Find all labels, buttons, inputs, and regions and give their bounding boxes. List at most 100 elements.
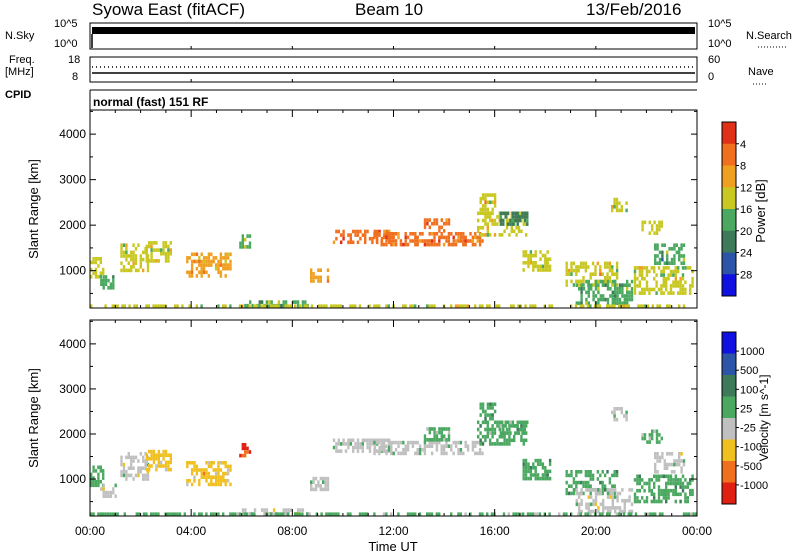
power-cell [104,304,107,308]
velocity-cell [102,469,105,473]
velocity-cell [662,474,665,479]
power-cell [523,215,527,219]
velocity-cell [284,508,288,512]
power-cell [618,290,622,295]
power-cell [666,254,669,258]
power-cell [120,250,123,255]
velocity-cell [368,438,372,443]
power-cell [310,268,313,272]
velocity-cell [253,512,256,516]
velocity-cell [499,424,503,428]
velocity-cell [99,465,102,470]
velocity-cell [277,512,280,516]
power-cell [650,266,653,270]
velocity-cell [454,440,458,445]
velocity-cell [669,488,673,493]
power-cell [673,257,676,262]
velocity-cell [142,473,145,478]
velocity-cell [246,450,249,454]
power-cell [517,304,520,308]
power-cell [582,265,585,269]
power-cell [150,251,153,256]
power-cell [594,304,597,308]
velocity-cell [636,499,639,504]
power-cell [387,235,391,240]
velocity-cell [479,424,482,428]
power-cell [484,218,487,223]
power-cell [349,240,352,245]
power-cell [380,242,383,247]
velocity-cell [471,440,475,445]
power-cell [262,304,266,308]
velocity-cell [406,512,410,516]
power-cell [198,270,201,275]
velocity-cell [585,502,588,507]
power-cell [495,304,498,308]
velocity-cell [636,474,639,479]
velocity-cell [210,475,213,479]
velocity-cell [474,440,477,445]
velocity-cell [587,509,590,514]
velocity-cell [682,512,686,516]
velocity-cell [522,512,525,516]
power-cell [132,250,135,255]
velocity-cell [621,488,624,492]
power-cell [486,233,489,237]
power-cell [162,251,165,256]
power-cell [447,235,451,240]
power-cell [681,287,685,292]
velocity-cell [645,496,649,500]
velocity-cell [484,438,487,443]
velocity-echo-region [373,440,484,456]
power-cell [270,304,273,308]
power-cell [544,268,547,272]
power-cell [442,235,446,240]
power-cell [188,304,191,308]
velocity-cell [579,512,582,516]
power-cell [125,257,128,262]
velocity-cell [157,464,160,468]
velocity-cell [97,479,100,484]
velocity-cell [366,438,369,443]
velocity-cell [521,431,524,435]
velocity-cell [342,438,345,443]
power-cell [438,235,441,240]
velocity-cell [584,512,587,516]
xtick-label: 00:00 [682,524,712,538]
power-cell [224,274,227,278]
velocity-cell [317,480,320,484]
power-cell [484,215,487,219]
velocity-cell [334,512,338,516]
velocity-cell [589,473,592,478]
velocity-cell [534,512,537,516]
velocity-cell [107,490,110,495]
velocity-cell [611,498,614,503]
power-cell [641,273,644,277]
power-cell [152,304,155,308]
velocity-cell [109,494,113,498]
velocity-cell [146,470,150,474]
velocity-cell [205,461,208,465]
power-cell [648,269,651,274]
velocity-cell [548,462,552,466]
velocity-cell [406,440,410,445]
power-cell [548,268,552,272]
power-cell [689,266,692,270]
velocity-cell [127,473,130,478]
power-cell [479,207,482,212]
velocity-cell [678,455,681,460]
velocity-cell [590,509,593,514]
velocity-cell [102,512,105,516]
velocity-cell [337,442,340,446]
colorbar-tick-label: -100 [740,442,762,454]
velocity-cell [582,491,585,496]
velocity-cell [349,438,352,443]
xtick-label: 04:00 [176,524,206,538]
power-cell [457,235,460,240]
power-cell [621,290,624,295]
velocity-cell [174,512,177,516]
power-cell [611,279,614,284]
velocity-cell [354,445,357,450]
power-cell [301,300,305,304]
power-cell [116,304,119,308]
